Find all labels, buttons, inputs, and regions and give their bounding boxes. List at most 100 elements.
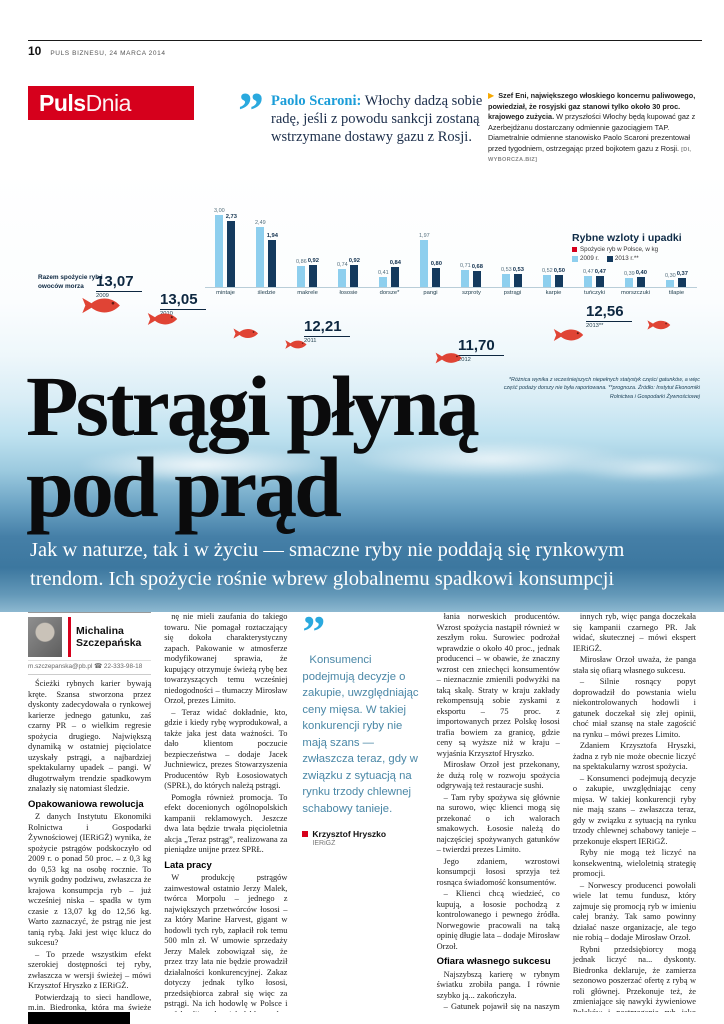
bar xyxy=(379,277,388,287)
brief-lead: Szef Eni, największego włoskiego koncern… xyxy=(488,91,696,122)
chart-legend: Rybne wzloty i upadki Spożycie ryb w Pol… xyxy=(572,232,700,262)
bar xyxy=(227,221,236,287)
bar-value-label: 0,30 xyxy=(664,273,676,279)
bar-category-label: łososie xyxy=(339,290,358,296)
bar-value-label: 3,00 xyxy=(213,208,225,214)
bar-category-label: mintaje xyxy=(216,290,235,296)
author-name-line1: Michalina xyxy=(76,624,124,637)
brief-source: [DI, WYBORCZA.BIZ] xyxy=(488,146,692,164)
article-column-2: nę nie mieli zaufania do takiego towaru.… xyxy=(164,612,287,1012)
hero: 3,00 2,73 2,49 1,94 0,86 0,92 0,74 0,92 0,41 0,84… xyxy=(0,170,724,612)
bar-category-label: morszczuki xyxy=(621,290,650,296)
body-paragraph: – Teraz widać dokładnie, kto, gdzie i ki… xyxy=(164,707,288,791)
chart-title: Rybne wzloty i upadki xyxy=(572,232,682,244)
body-paragraph: Pomogła również promocja. To efekt docen… xyxy=(164,792,288,855)
timeline-year: 2009 xyxy=(96,293,109,299)
headline-line2: pod prąd xyxy=(26,438,342,535)
pull-quote: ” Konsumenci podejmują decyzje o zakupie… xyxy=(300,612,423,848)
standfirst: Jak w naturze, tak i w życiu — smaczne r… xyxy=(30,536,692,593)
quote-speaker: Paolo Scaroni: xyxy=(271,93,362,109)
bar-value-label: 0,41 xyxy=(377,270,389,276)
bar-value-label: 0,74 xyxy=(336,262,348,268)
bar-value-label: 0,92 xyxy=(307,258,319,264)
page-number: 10 xyxy=(28,44,42,58)
timeline-point-2011: 12,21 2011 xyxy=(304,318,350,344)
timeline-year: 2013** xyxy=(586,323,604,329)
legend-item: 2009 r. xyxy=(572,255,599,262)
section-masthead: Puls Dnia xyxy=(28,86,194,120)
pull-quote-mark-icon: ” xyxy=(302,612,326,657)
body-paragraph: W produkcję pstrągów zainwestował ostatn… xyxy=(164,873,288,1012)
bar-group-mintaje: 3,00 2,73 xyxy=(205,208,246,287)
fish-icon xyxy=(232,326,262,341)
timeline-value: 13,07 xyxy=(96,273,142,292)
column-5-text: innych ryb, więc panga doczekała się kam… xyxy=(573,612,696,1012)
bar xyxy=(637,277,646,287)
bar-value-label: 0,52 xyxy=(541,268,553,274)
body-paragraph: – Norwescy producenci powołali wiele lat… xyxy=(572,880,696,943)
bar xyxy=(432,268,441,287)
bar-group-łososie: 0,74 0,92 xyxy=(328,258,369,287)
section-heading: Opakowaniowa rewolucja xyxy=(28,798,144,810)
fish-icon xyxy=(146,310,182,328)
bar-value-label: 0,37 xyxy=(676,271,688,277)
body-paragraph: Potwierdzają to sieci handlowe, m.in. Bi… xyxy=(28,992,152,1012)
body-paragraph: Mirosław Orzoł jest przekonany, że dużą … xyxy=(436,760,560,790)
headline: Pstrągi płyną pod prąd xyxy=(26,358,480,535)
bar xyxy=(309,265,318,287)
chart-bar-groups: 3,00 2,73 2,49 1,94 0,86 0,92 0,74 0,92 0,41 0,84… xyxy=(205,188,697,288)
bar xyxy=(584,276,593,287)
body-paragraph: Z danych Instytutu Ekonomiki Rolnictwa i… xyxy=(28,812,152,948)
fish-icon xyxy=(646,318,674,332)
fish-icon xyxy=(80,294,126,317)
bar xyxy=(666,280,675,287)
bar xyxy=(625,278,634,287)
body-paragraph: – Gatunek pojawił się na naszym rynku ok… xyxy=(443,1002,560,1012)
column-2-text: nę nie mieli zaufania do takiego towaru.… xyxy=(164,612,287,1012)
timeline-value: 12,21 xyxy=(304,318,350,337)
body-paragraph: – Silnie rosnący popyt doprowadził do po… xyxy=(572,677,696,739)
body-paragraph: Ryby nie mogą też liczyć na konsekwentną… xyxy=(572,848,696,878)
bar-group-karpie: 0,52 0,50 xyxy=(533,268,574,287)
body-paragraph: Mirosław Orzoł uważa, że panga stała się… xyxy=(572,655,696,675)
bar-group-pangi: 1,97 0,80 xyxy=(410,233,451,287)
arrow-icon: ▶ xyxy=(488,91,495,100)
body-paragraph: – Konsumenci podejmują decyzje o zakupie… xyxy=(572,773,696,846)
author-name: Michalina Szczepańska xyxy=(68,617,141,657)
lead-quote-text: Paolo Scaroni: Włochy dadzą sobie radę, … xyxy=(271,92,484,146)
bar xyxy=(678,278,687,287)
article-column-5: innych ryb, więc panga doczekała się kam… xyxy=(573,612,696,1012)
headline-line1: Pstrągi płyną xyxy=(26,358,480,454)
timeline-value: 12,56 xyxy=(586,303,632,322)
bar-group-szproty: 0,71 0,68 xyxy=(451,263,492,287)
body-paragraph: Jego zdaniem, wzrostowi konsumpcji łosos… xyxy=(436,856,560,887)
article-column-3: ” Konsumenci podejmują decyzje o zakupie… xyxy=(300,612,423,1012)
timeline-point-2013: 12,56 2013** xyxy=(586,303,632,329)
bar xyxy=(502,274,511,287)
body-paragraph: – Tam ryby spożywa się głównie na surowo… xyxy=(436,792,560,855)
bar-group-makrele: 0,86 0,92 xyxy=(287,258,328,287)
bar-category-label: tilapie xyxy=(668,290,685,296)
bar-value-label: 0,71 xyxy=(459,263,471,269)
author-name-line2: Szczepańska xyxy=(76,637,142,649)
bar-value-label: 2,49 xyxy=(254,220,266,226)
timeline-points: 13,07200913,05201012,21201111,70201212,5… xyxy=(0,170,724,612)
bar-group-tilapie: 0,30 0,37 xyxy=(656,271,697,287)
timeline-year: 2012 xyxy=(458,357,471,363)
body-paragraph: – Klienci chcą wiedzieć, co kupują, a ło… xyxy=(436,889,560,951)
bar-category-label: karpie xyxy=(545,290,562,296)
bar-value-label: 0,80 xyxy=(430,261,442,267)
chart-legend-series: 2009 r. 2013 r.** xyxy=(572,255,700,262)
timeline-point-2009: 13,07 2009 xyxy=(96,273,142,299)
bar-value-label: 0,47 xyxy=(582,269,594,275)
bar-group-morszczuki: 0,39 0,40 xyxy=(615,270,656,287)
bar-value-label: 1,97 xyxy=(418,233,430,239)
column-4-text: łania norweskich producentów. Wzrost spo… xyxy=(437,612,560,1012)
bar xyxy=(215,215,224,287)
fish-icon xyxy=(284,338,310,351)
chart-subtitle-text: Spożycie ryb w Polsce, w kg xyxy=(580,246,659,253)
bar-value-label: 2,73 xyxy=(225,214,237,220)
bar-category-label: dorsze* xyxy=(379,290,400,296)
byline-box: Michalina Szczepańska m.szczepanska@pb.p… xyxy=(28,612,152,675)
legend-swatch-icon xyxy=(572,255,578,262)
